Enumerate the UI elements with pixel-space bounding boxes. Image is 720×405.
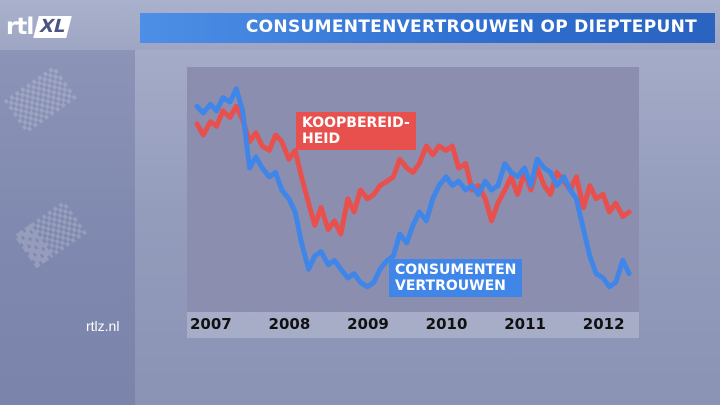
x-tick-label: 2010: [425, 315, 468, 333]
left-decor-strip: [0, 0, 135, 405]
logo-rtl-text: rtl: [6, 14, 34, 40]
series-label-consumentenvertrouwen: CONSUMENTEN VERTROUWEN: [389, 259, 523, 297]
chart-title: CONSUMENTENVERTROUWEN OP DIEPTEPUNT: [245, 17, 697, 37]
site-url-label: rtlz.nl: [86, 318, 120, 334]
title-bar: CONSUMENTENVERTROUWEN OP DIEPTEPUNT: [140, 13, 715, 43]
series-line-consumentenvertrouwen: [194, 86, 632, 290]
rtl-xl-logo: rtl XL: [6, 14, 73, 40]
x-axis-strip: [187, 312, 639, 338]
x-tick-label: 2009: [347, 315, 389, 333]
series-line-koopbereidheid: [194, 103, 632, 237]
x-tick-label: 2012: [582, 315, 625, 333]
x-tick-label: 2008: [268, 315, 311, 333]
x-tick-label: 2007: [190, 315, 232, 333]
x-tick-label: 2011: [504, 315, 546, 333]
series-label-koopbereidheid: KOOPBEREID- HEID: [296, 112, 416, 150]
